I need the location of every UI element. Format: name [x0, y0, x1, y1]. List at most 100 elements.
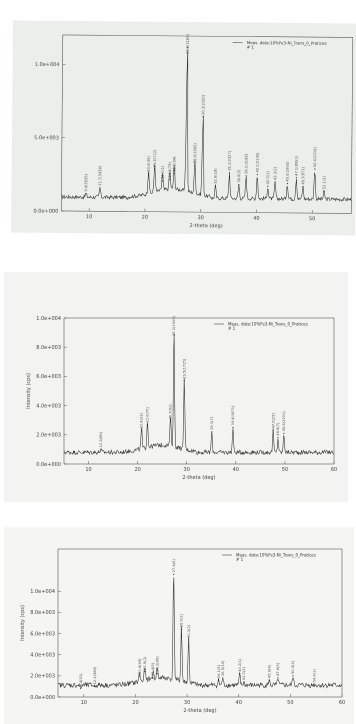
y-tick-label: 1.0e+004	[35, 62, 60, 68]
peak-marker	[256, 173, 258, 176]
x-axis-label: 2-theta (deg)	[182, 475, 215, 481]
peak-marker	[152, 677, 154, 679]
peak-label: 20.6(35)	[147, 156, 151, 172]
x-tick-label: 10	[86, 214, 92, 220]
y-tick-label: 8.0e+003	[30, 610, 55, 616]
xrd-chart-1: Meas. data:10%Fe3-Ni_Trans_0_Pratices# 1…	[33, 33, 354, 229]
x-tick-label: 20	[134, 467, 140, 473]
x-tick-label: 10	[81, 700, 87, 706]
peak-marker	[169, 421, 172, 423]
xrd-photo-2: Meas. data:10%Fe3-Ni_Trans_0_Pratices # 1…	[4, 272, 348, 502]
peak-label: 38.1(3188)	[244, 153, 248, 174]
xrd-pattern-line	[61, 49, 352, 202]
peak-label: 40.1(2135)	[256, 152, 260, 173]
peak-marker	[277, 437, 279, 439]
y-axis-label: Intensity (cps)	[20, 605, 26, 641]
peak-marker	[268, 679, 270, 681]
peak-marker	[214, 185, 217, 187]
peak-label: 20.8(33)	[140, 412, 144, 428]
peak-label: 40.2(1)	[238, 658, 242, 672]
peak-label: 47.1(8952)	[295, 155, 299, 176]
x-tick-label: 50	[287, 700, 293, 706]
peak-marker	[161, 180, 164, 182]
peak-marker	[245, 175, 247, 177]
peak-label: 54.6(1)	[312, 669, 316, 683]
x-tick-label: 30	[184, 700, 190, 706]
peak-marker	[180, 628, 183, 630]
peak-marker	[314, 168, 316, 170]
x-tick-label: 20	[132, 700, 138, 706]
peak-marker	[156, 673, 158, 675]
y-tick-label: 6.0e+003	[30, 631, 55, 637]
peak-marker	[183, 380, 185, 382]
peak-marker	[272, 429, 274, 432]
peak-label: 20.8(56)	[138, 658, 142, 674]
peak-marker	[169, 179, 171, 181]
peak-label: 35.1(2327)	[228, 150, 232, 171]
peak-label: 26.7(63)	[169, 404, 173, 420]
peak-marker	[187, 47, 189, 49]
y-tick-label: 2.0e+003	[36, 433, 61, 439]
peak-marker	[267, 185, 269, 187]
xrd-pattern-line	[63, 333, 334, 456]
plot-frame	[63, 317, 335, 465]
peak-marker	[286, 182, 288, 185]
xrd-pattern-line	[57, 577, 343, 689]
peak-label: 21.8(2)	[143, 656, 147, 670]
peak-marker	[173, 333, 175, 335]
legend-entry: Meas. data:10%Fe3-Ni_Trans_0_Pratices	[247, 40, 327, 46]
peak-label: 25.2(94)	[172, 156, 176, 172]
peak-label: 50.5(2)	[291, 660, 295, 674]
y-tick-label: 4.0e+003	[36, 403, 61, 409]
peak-marker	[277, 677, 279, 679]
peak-marker	[283, 432, 285, 434]
y-axis-label: Intensity (cps)	[26, 373, 32, 409]
y-tick-label: 2.0e+003	[30, 674, 55, 680]
y-tick-label: 1.0e+004	[36, 316, 61, 322]
peak-marker	[274, 181, 276, 183]
y-tick-label: 5.0e+003	[34, 135, 59, 141]
peak-label: 28.9(1)	[180, 614, 184, 628]
peak-label: 39.4(1871)	[231, 405, 235, 426]
peak-marker	[148, 172, 150, 175]
x-tick-label: 60	[339, 700, 345, 706]
y-tick-label: 0.0e+000	[30, 695, 55, 701]
peak-marker	[146, 423, 149, 426]
peak-marker	[217, 679, 220, 681]
peak-marker	[295, 177, 297, 179]
peak-label: 45.9(4)	[267, 664, 271, 678]
peak-marker	[202, 116, 204, 118]
peak-label: 24.2(86)	[155, 656, 159, 672]
xrd-chart-2: Meas. data:10%Fe3-Ni_Trans_0_Pratices# 1…	[26, 315, 337, 481]
peak-marker	[323, 190, 325, 192]
peak-marker	[144, 671, 146, 673]
peak-label: 36.1(5)	[217, 664, 221, 678]
peak-marker	[222, 677, 224, 679]
xrd-chart-3: Meas. data:10%Fe3-Ni_Trans_0_Pratices# 1…	[20, 548, 345, 714]
peak-label: 36.9(19)	[221, 660, 225, 676]
y-tick-label: 4.0e+003	[30, 653, 55, 659]
peak-label: 27.2(1905)	[172, 315, 176, 336]
peak-marker	[292, 675, 294, 677]
plot-frame	[57, 548, 343, 698]
peak-marker	[194, 164, 196, 166]
x-tick-label: 20	[142, 215, 148, 221]
peak-marker	[302, 186, 304, 188]
peak-label: 52.1(2)	[322, 176, 326, 190]
peak-label: 41.0(2)	[242, 667, 246, 681]
x-tick-label: 50	[309, 216, 315, 222]
peak-marker	[232, 426, 234, 429]
y-tick-label: 6.0e+003	[36, 374, 61, 380]
peak-marker	[239, 673, 241, 675]
peak-label: 29.5(1725)	[182, 358, 186, 379]
peak-marker	[80, 687, 82, 690]
legend-entry: # 1	[247, 45, 255, 50]
peak-label: 48.3(871)	[301, 166, 305, 184]
peak-marker	[138, 675, 141, 677]
peak-marker	[94, 685, 96, 688]
peak-label: 23.4(5)	[151, 662, 155, 676]
peak-marker	[173, 173, 175, 175]
peak-label: 9.4(51)	[79, 673, 83, 687]
peak-label: 47.6(25)	[271, 412, 275, 428]
y-tick-label: 0.0e+000	[33, 208, 58, 214]
